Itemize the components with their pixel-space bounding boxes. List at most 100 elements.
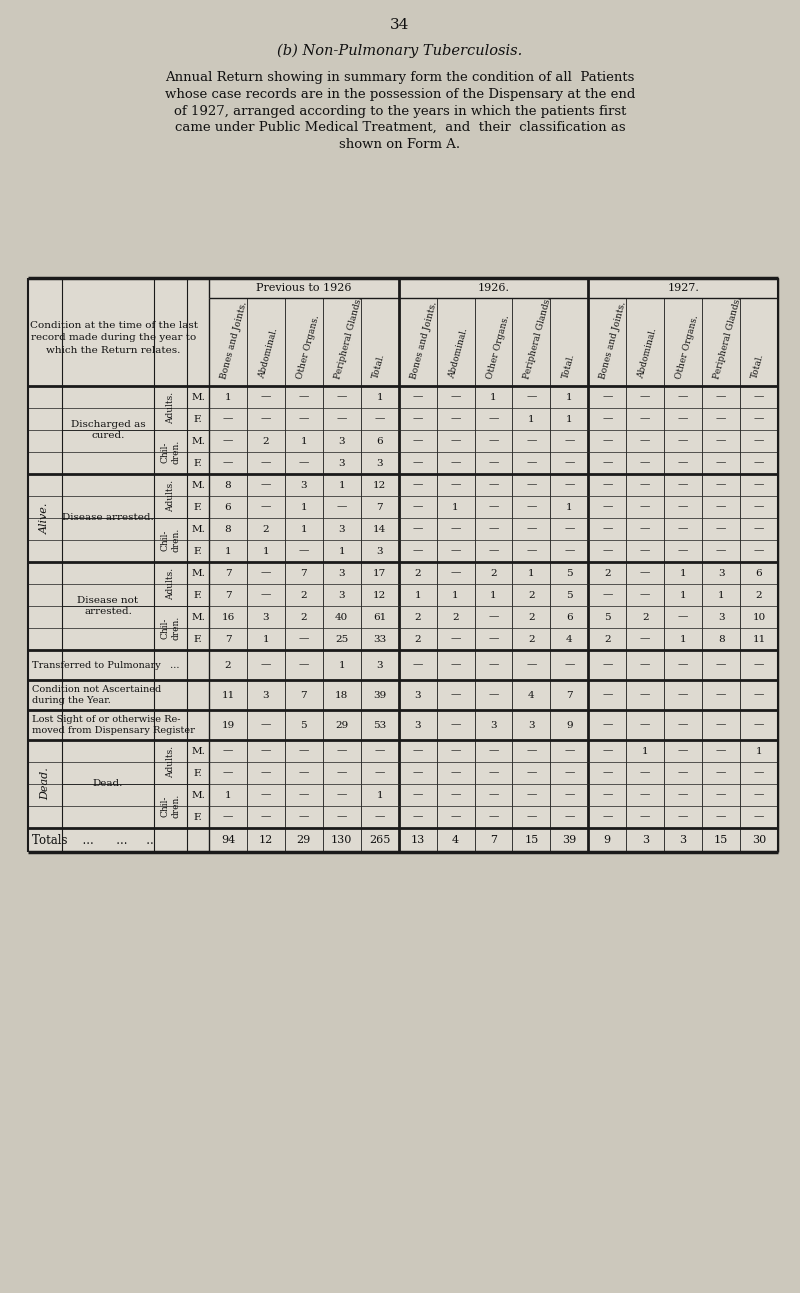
Text: —: — [602,690,613,700]
Text: 16: 16 [222,613,234,622]
Text: 12: 12 [373,591,386,600]
Text: —: — [564,768,574,777]
Text: M.: M. [191,481,205,490]
Text: —: — [450,481,461,490]
Text: Peripheral Glands.: Peripheral Glands. [713,295,743,380]
Text: 18: 18 [335,690,348,700]
Text: —: — [488,459,498,468]
Text: —: — [374,812,385,821]
Text: —: — [261,768,271,777]
Text: 130: 130 [331,835,353,846]
Text: 7: 7 [225,635,231,644]
Text: —: — [337,812,347,821]
Text: 3: 3 [376,547,383,556]
Text: —: — [450,547,461,556]
Text: 1: 1 [338,547,345,556]
Text: 14: 14 [373,525,386,534]
Text: 34: 34 [390,18,410,32]
Text: —: — [526,661,537,670]
Text: —: — [678,393,688,402]
Text: 2: 2 [301,591,307,600]
Text: —: — [526,437,537,446]
Text: —: — [564,437,574,446]
Text: —: — [754,459,764,468]
Text: —: — [261,393,271,402]
Text: M.: M. [191,437,205,446]
Text: —: — [716,459,726,468]
Text: —: — [754,481,764,490]
Text: 3: 3 [718,613,725,622]
Text: 1926.: 1926. [478,283,510,294]
Text: —: — [450,437,461,446]
Text: 3: 3 [338,525,345,534]
Text: —: — [488,812,498,821]
Text: —: — [526,459,537,468]
Text: 1: 1 [756,746,762,755]
Text: Chil-
dren.: Chil- dren. [161,615,181,640]
Text: whose case records are in the possession of the Dispensary at the end: whose case records are in the possession… [165,88,635,101]
Text: —: — [413,790,423,799]
Text: —: — [754,437,764,446]
Text: 1: 1 [301,503,307,512]
Text: 11: 11 [222,690,234,700]
Text: F.: F. [194,768,202,777]
Text: 5: 5 [566,569,573,578]
Text: 53: 53 [373,720,386,729]
Text: —: — [298,768,309,777]
Text: —: — [678,661,688,670]
Text: —: — [602,768,613,777]
Text: F.: F. [194,547,202,556]
Text: —: — [640,437,650,446]
Text: F.: F. [194,812,202,821]
Text: Adults.: Adults. [166,480,175,512]
Text: —: — [602,459,613,468]
Text: —: — [413,481,423,490]
Text: —: — [526,768,537,777]
Text: 2: 2 [604,635,610,644]
Text: —: — [716,812,726,821]
Text: —: — [754,790,764,799]
Text: —: — [678,768,688,777]
Text: —: — [640,790,650,799]
Text: 29: 29 [297,835,311,846]
Text: F.: F. [194,415,202,424]
Text: M.: M. [191,525,205,534]
Text: 2: 2 [756,591,762,600]
Text: —: — [261,569,271,578]
Text: 1: 1 [566,503,573,512]
Text: F.: F. [194,635,202,644]
Text: 6: 6 [756,569,762,578]
Text: 1: 1 [301,525,307,534]
Text: —: — [754,503,764,512]
Text: Other Organs.: Other Organs. [674,314,700,380]
Text: —: — [298,459,309,468]
Text: 1: 1 [566,393,573,402]
Text: 30: 30 [752,835,766,846]
Text: 1: 1 [642,746,649,755]
Text: 3: 3 [414,720,421,729]
Text: —: — [678,481,688,490]
Text: 1: 1 [376,790,383,799]
Text: —: — [640,690,650,700]
Text: —: — [640,525,650,534]
Text: —: — [716,720,726,729]
Text: 1927.: 1927. [667,283,699,294]
Text: Transferred to Pulmonary   ...: Transferred to Pulmonary ... [32,661,179,670]
Text: 1: 1 [452,503,459,512]
Text: 10: 10 [753,613,766,622]
Text: of 1927, arranged according to the years in which the patients first: of 1927, arranged according to the years… [174,105,626,118]
Text: —: — [374,768,385,777]
Text: —: — [564,812,574,821]
Text: —: — [450,393,461,402]
Text: —: — [488,525,498,534]
Text: —: — [640,591,650,600]
Text: —: — [678,720,688,729]
Text: —: — [640,503,650,512]
Text: 94: 94 [221,835,235,846]
Text: 2: 2 [225,661,231,670]
Text: —: — [450,746,461,755]
Text: —: — [261,746,271,755]
Text: Abdominal.: Abdominal. [447,327,469,380]
Text: —: — [488,547,498,556]
Text: —: — [450,768,461,777]
